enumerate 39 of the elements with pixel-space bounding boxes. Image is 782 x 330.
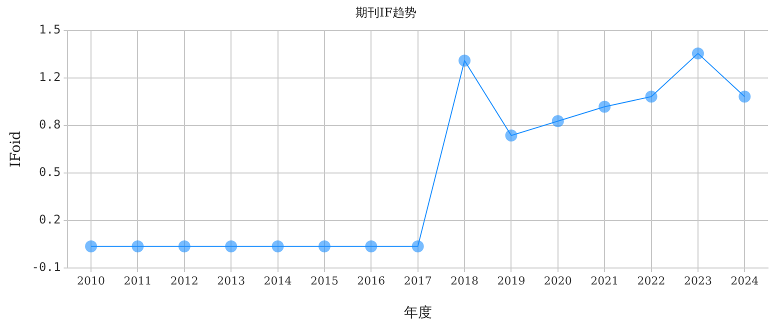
x-tick-label: 2011 [124, 274, 152, 288]
point [645, 90, 658, 103]
x-tick-label: 2023 [684, 274, 712, 288]
x-axis-title: 年度 [404, 305, 432, 322]
y-tick-label: -0.1 [32, 260, 61, 274]
x-tick-label: 2022 [637, 274, 666, 288]
point [365, 240, 378, 252]
y-tick-label: 0.2 [39, 212, 61, 227]
point [505, 130, 518, 142]
x-tick-label: 2019 [497, 274, 526, 288]
x-tick-label: 2020 [544, 274, 572, 288]
x-tick-label: 2018 [450, 274, 479, 288]
x-tick-label: 2017 [404, 274, 432, 288]
x-tick-label: 2024 [730, 274, 759, 288]
point [225, 240, 238, 252]
point [598, 100, 611, 113]
x-tick-label: 2010 [77, 274, 106, 288]
point [692, 47, 704, 60]
y-tick-label: 0.5 [39, 165, 61, 180]
chart-title: 期刊IF趋势 [355, 5, 417, 20]
x-tick-label: 2015 [310, 274, 338, 288]
point [412, 240, 424, 252]
point [132, 240, 144, 252]
point [458, 54, 471, 67]
x-tick-label: 2013 [217, 274, 246, 288]
point [552, 115, 564, 128]
x-tick-label: 2021 [590, 274, 619, 288]
x-tick-label: 2014 [264, 274, 292, 288]
point [738, 90, 751, 103]
y-tick-label: 1.5 [39, 22, 61, 37]
x-tick-label: 2016 [357, 274, 386, 288]
point [272, 240, 284, 252]
y-axis-title: IFoid [8, 130, 24, 168]
point [318, 240, 330, 252]
x-tick-label: 2012 [170, 274, 198, 288]
y-tick-label: 1.2 [39, 70, 61, 84]
point [178, 240, 190, 252]
y-tick-label: 0.8 [39, 118, 61, 132]
point [85, 240, 98, 252]
